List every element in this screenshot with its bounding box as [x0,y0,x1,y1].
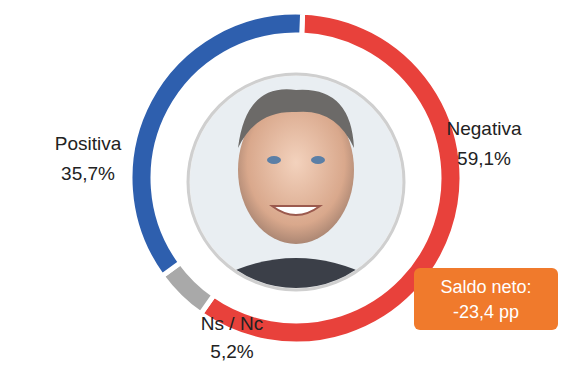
category-label: Negativa [447,118,522,139]
portrait [186,74,406,298]
annotation-text: -23,4 pp [453,302,519,322]
category-label: Ns / Nc [201,313,263,334]
category-label: Positiva [55,133,122,154]
annotation-text: Saldo neto: [440,277,531,297]
value-label: 5,2% [210,341,253,362]
value-label: 59,1% [457,148,511,169]
slice [130,12,303,276]
chart: Positiva 35,7% Negativa 59,1% Ns / Nc 5,2% Sal… [0,0,561,374]
slices [130,12,462,344]
value-label: 35,7% [61,163,115,184]
annotation-box [414,268,558,330]
